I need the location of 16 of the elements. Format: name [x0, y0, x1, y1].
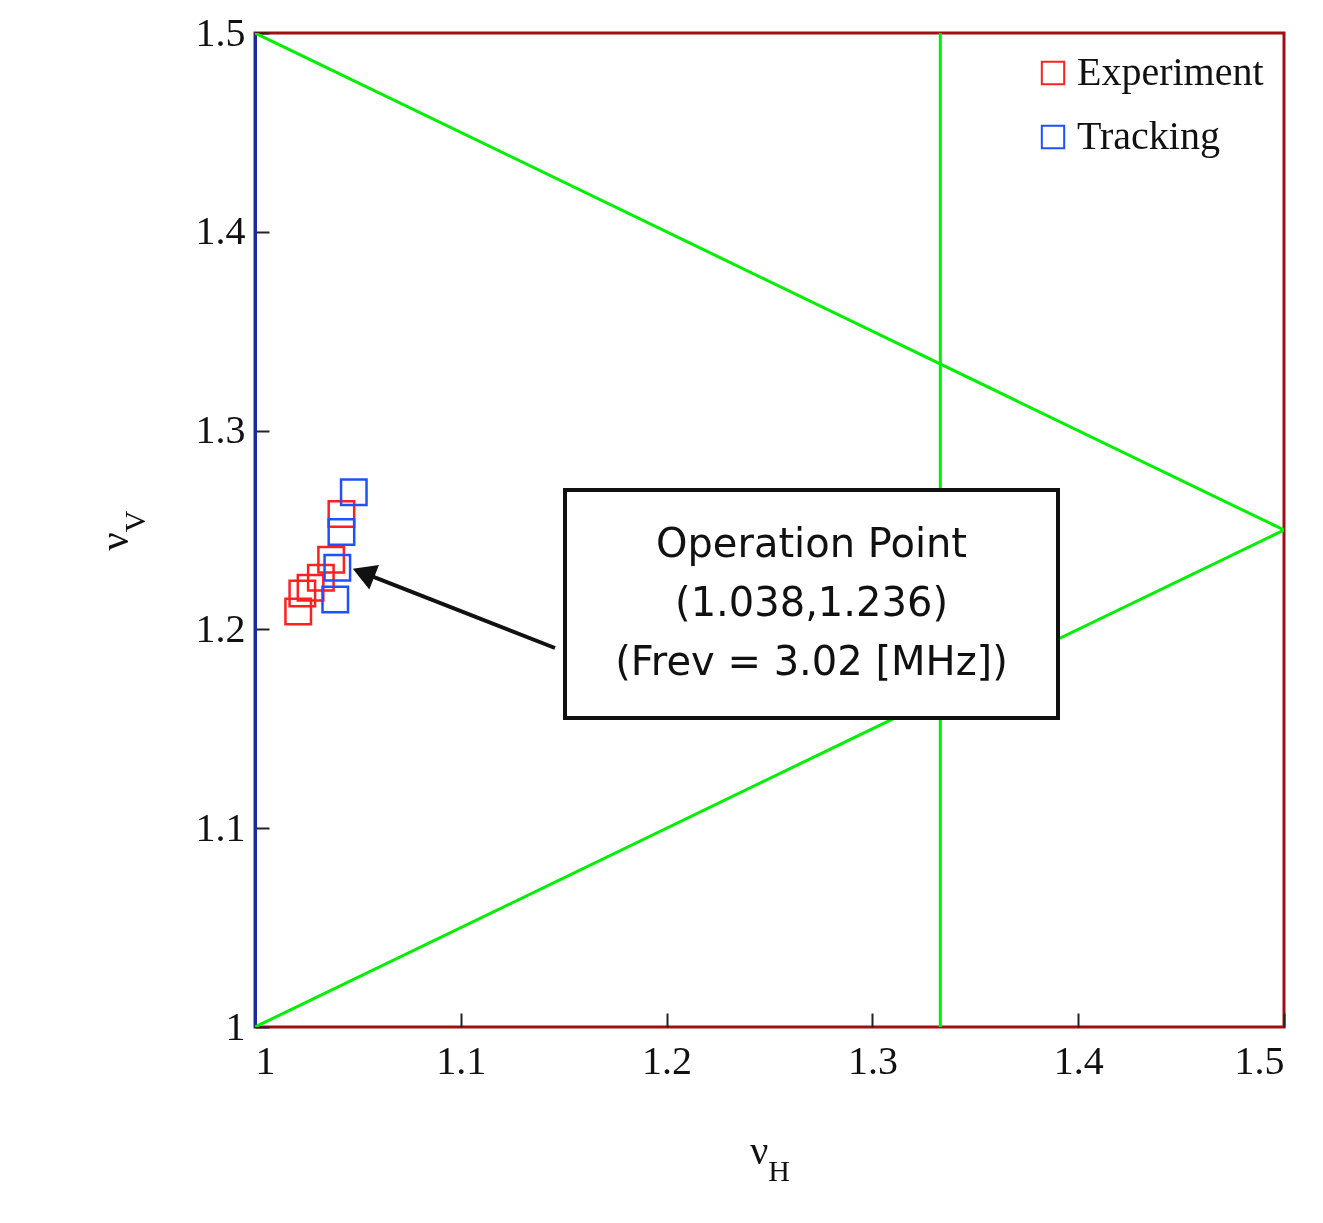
- x-axis-title: ν$_{H}$: [750, 1127, 790, 1186]
- x-tick-label: 1.4: [1053, 1037, 1104, 1083]
- x-tick-label: 1: [255, 1037, 276, 1083]
- legend-label: Experiment: [1077, 49, 1264, 94]
- x-tick-label: 1.5: [1234, 1037, 1285, 1083]
- x-tick-label: 1.3: [847, 1037, 898, 1083]
- y-tick-label: 1.2: [195, 605, 246, 651]
- y-tick-label: 1.5: [195, 9, 246, 55]
- y-tick-label: 1.4: [195, 208, 246, 254]
- y-tick-label: 1.1: [195, 804, 246, 850]
- x-tick-label: 1.1: [436, 1037, 487, 1083]
- y-tick-label: 1: [225, 1003, 246, 1049]
- x-tick-label: 1.2: [642, 1037, 693, 1083]
- legend-label: Tracking: [1077, 113, 1220, 158]
- y-tick-label: 1.3: [195, 407, 246, 453]
- annotation: Operation Point (1.038,1.236) (Frev = 3.02 [MHz]): [615, 520, 1008, 684]
